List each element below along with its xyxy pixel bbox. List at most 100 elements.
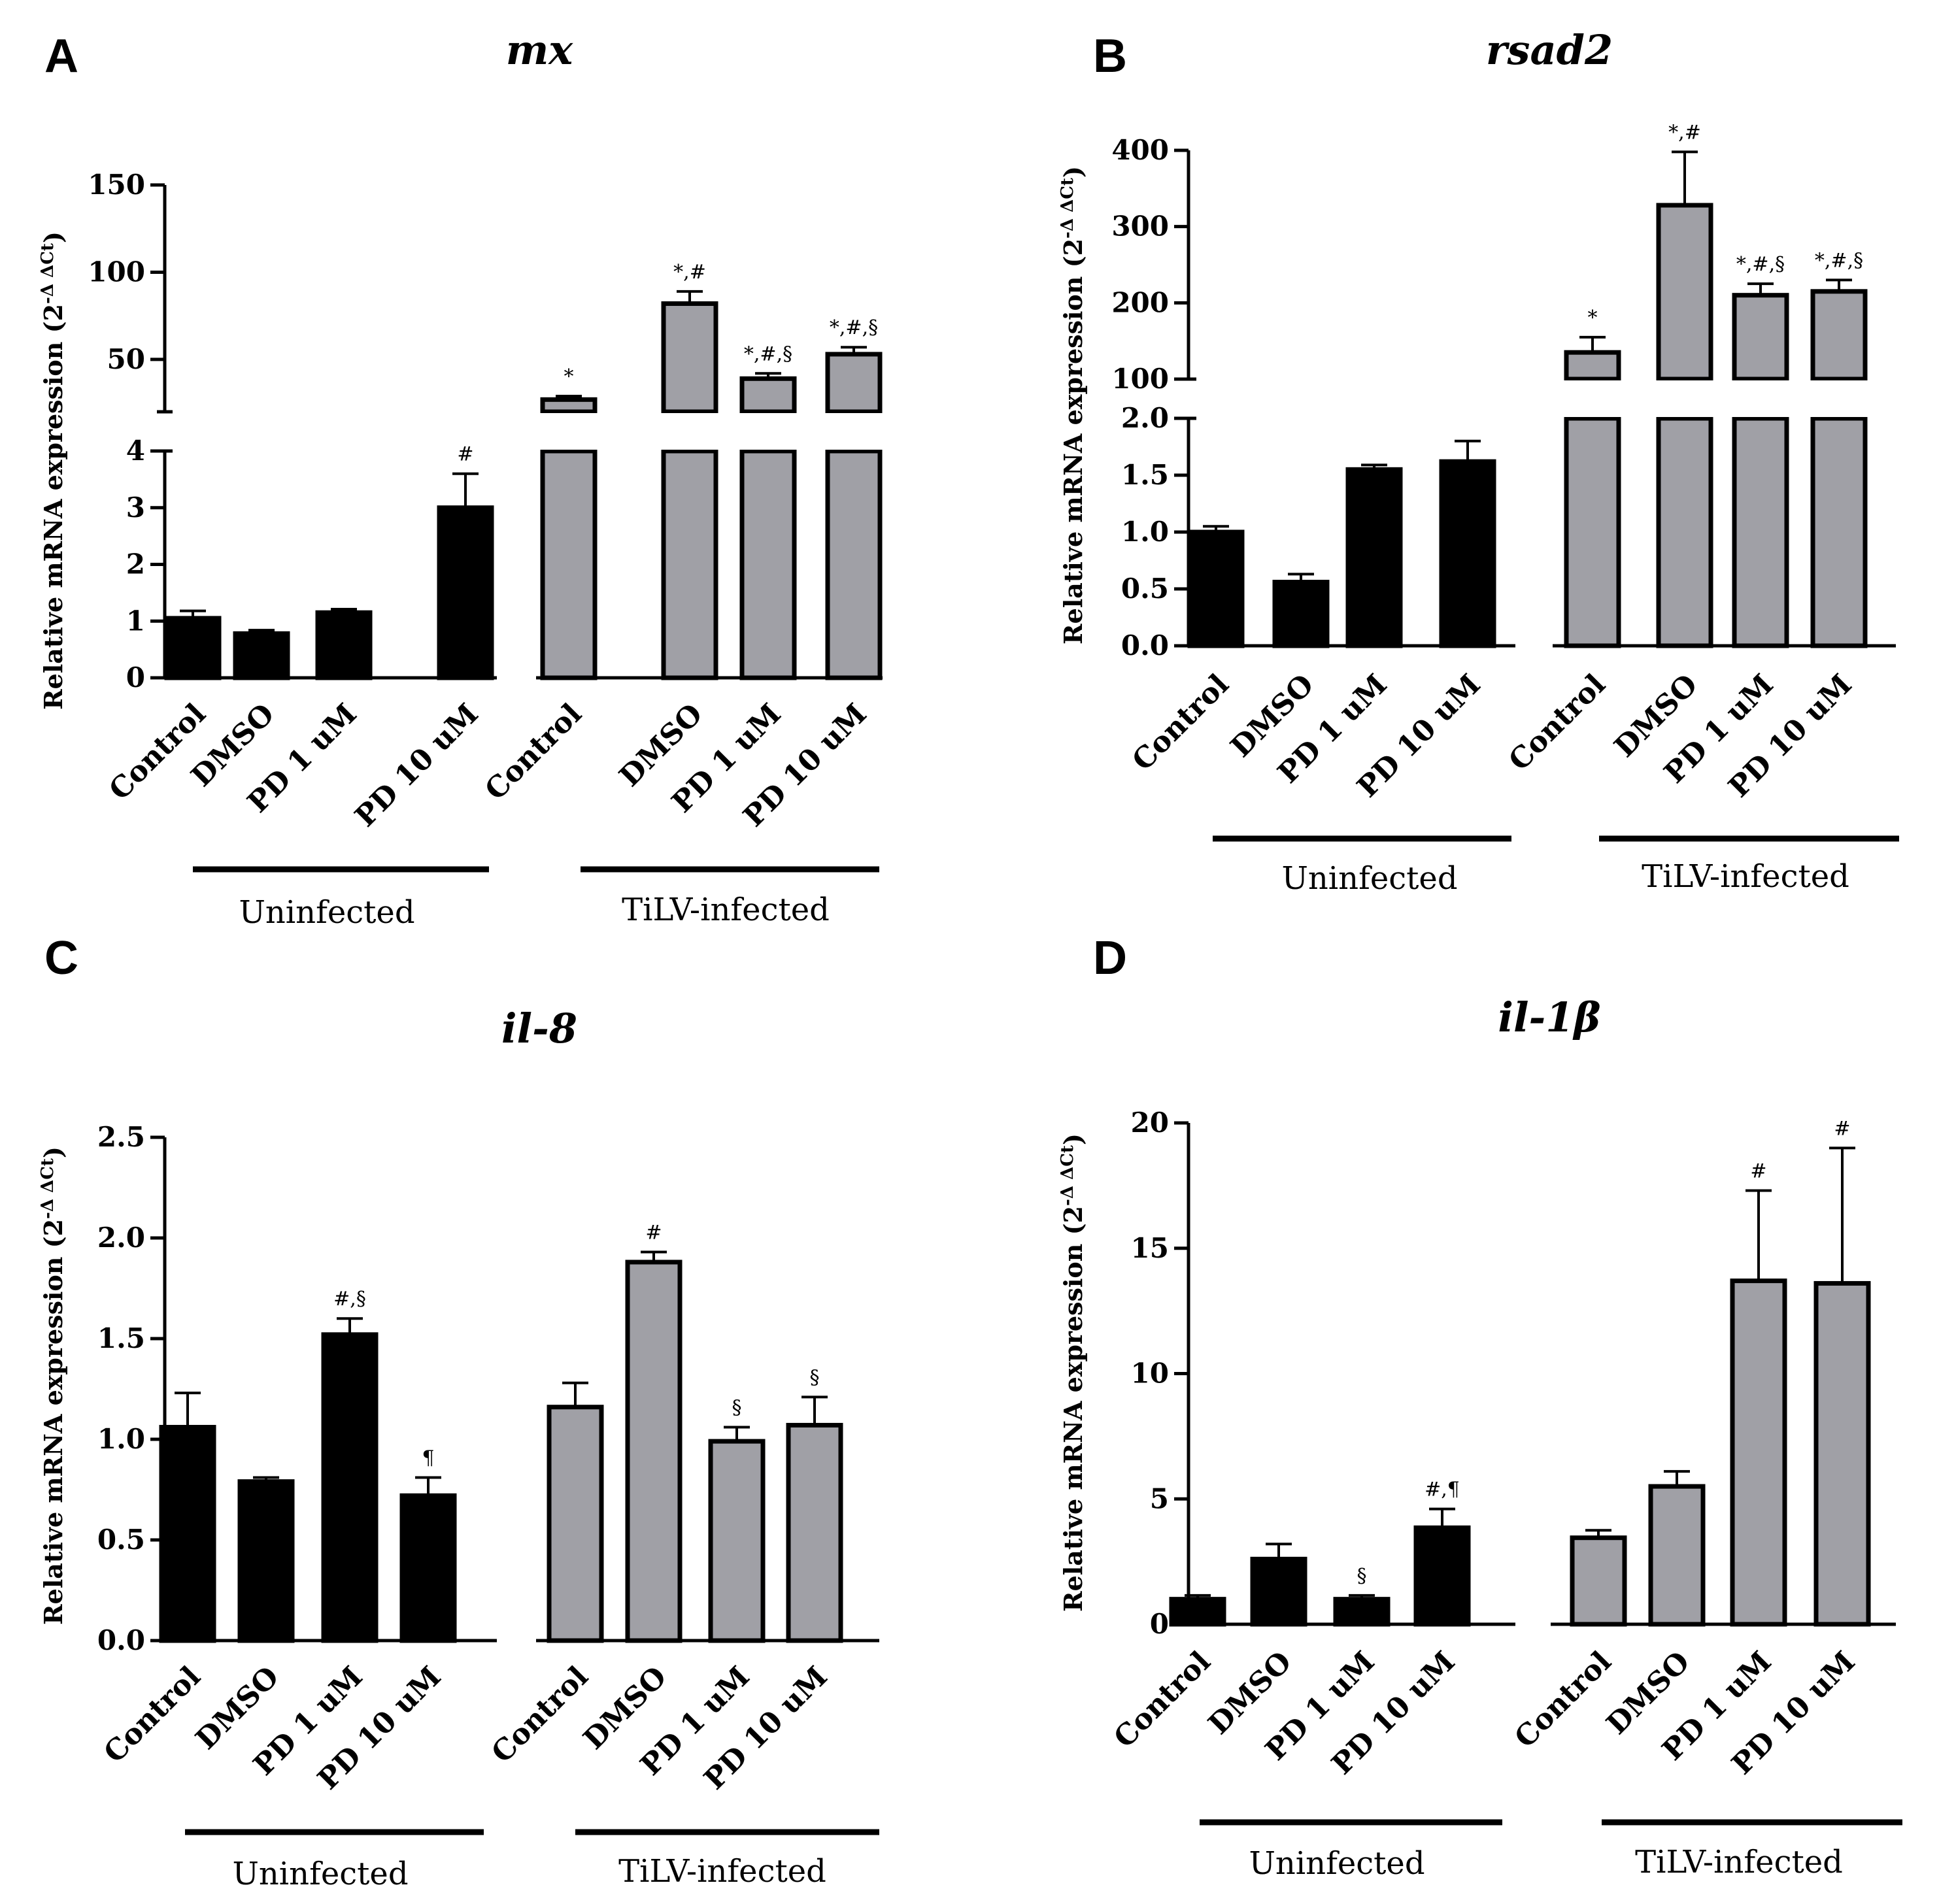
bar [1250,1556,1307,1627]
y-axis: 0.0 0.5 1.0 1.5 2.0 2.5 [97,1121,167,1656]
significance-label: § [810,1366,820,1389]
bar-break-gap [1562,380,1623,417]
y-tick-label: 2 [126,548,145,580]
bar [540,397,598,414]
y-axis: 0.0 0.5 1.0 1.5 2.0 100 200 300 400 [1111,134,1196,661]
y-tick-label: 1.0 [97,1423,145,1455]
significance-label: *,#,§ [830,316,878,339]
significance-label: *,#,§ [1736,253,1785,276]
bar [661,301,718,414]
bar [315,610,373,680]
x-tick-label: Control [1126,668,1236,778]
y-tick-label: 0.5 [97,1524,145,1556]
bar [1810,289,1868,382]
y-tick-label: 100 [88,256,145,288]
y-tick-label: 1.0 [1121,516,1169,548]
bar [399,1493,457,1643]
x-tick-label: Control [479,697,588,807]
bar [547,1405,604,1643]
panel-letter: C [44,932,78,984]
bar [237,1479,295,1643]
y-tick-label: 0.0 [1121,629,1169,661]
y-tick-label: 100 [1111,363,1169,395]
y-tick-label: 300 [1111,210,1169,242]
bar [708,1439,766,1643]
group-label: Uninfected [232,1856,408,1892]
x-tick-label: PD 10 uM [348,697,484,833]
bar [786,1422,843,1643]
x-tick-label: Control [1107,1645,1217,1755]
y-tick-label: 5 [1150,1482,1169,1514]
y-tick-label: 2.0 [97,1222,145,1254]
significance-label: # [1750,1160,1766,1183]
x-tick-label: Control [103,697,212,807]
y-axis-label: Relative mRNA expression (2-Δ ΔCt) [38,231,68,710]
x-tick-label: Control [1508,1645,1618,1755]
y-tick-label: 1.5 [97,1322,145,1354]
bar [437,505,494,680]
bar [739,448,797,680]
bar [1732,293,1789,382]
y-tick-label: 150 [88,169,145,201]
y-tick-label: 15 [1131,1232,1169,1264]
chart-title: il-1β [1498,994,1600,1041]
bar [1732,416,1789,648]
bar-break-gap [1730,380,1791,417]
panel-D: Dil-1β Relative mRNA expression (2-Δ ΔCt)… [1058,932,1902,1882]
y-tick-label: 1.5 [1121,459,1169,491]
chart-title: rsad2 [1486,26,1613,74]
group-label: Uninfected [239,894,414,931]
bar-break-gap [660,413,720,450]
x-tick-label: Control [1502,668,1612,778]
bar-break-gap [1655,380,1715,417]
chart-title: mx [506,26,574,74]
bar [1648,1484,1706,1627]
bar [164,616,222,680]
significance-label: § [1357,1565,1367,1588]
significance-label: *,# [673,261,706,284]
bar [1810,416,1868,648]
significance-label: #,§ [333,1288,366,1311]
bar [739,376,797,414]
bar [233,631,290,680]
bar [1656,203,1713,382]
bar [1656,416,1713,648]
bar [1439,459,1496,648]
significance-label: *,#,§ [744,342,792,365]
y-tick-label: 2.5 [97,1121,145,1153]
group-label: TiLV-infected [1642,858,1849,895]
x-tick-label: Control [97,1660,207,1770]
bar [1570,1535,1627,1627]
significance-label: *,# [1668,121,1701,144]
panel-letter: A [44,30,78,82]
significance-label: *,#,§ [1815,249,1863,272]
panel-C: Cil-8 Relative mRNA expression (2-Δ ΔCt) 0… [38,932,879,1892]
y-tick-label: 3 [126,492,145,524]
bar [1564,416,1621,648]
significance-label: # [457,443,473,466]
x-tick-label: Control [485,1660,595,1770]
significance-label: * [1588,307,1598,329]
y-axis-label: Relative mRNA expression (2-Δ ΔCt) [1058,1133,1088,1612]
y-tick-label: 0 [1150,1608,1169,1640]
significance-label: #,¶ [1425,1478,1460,1501]
y-tick-label: 50 [107,343,145,375]
significance-label: # [645,1222,662,1244]
bar [1333,1597,1391,1627]
group-label: TiLV-infected [618,1853,826,1890]
group-label: Uninfected [1281,860,1457,897]
bar [1564,350,1621,382]
bar [1169,1597,1226,1627]
bar-break-gap [1809,380,1869,417]
y-tick-label: 1 [126,605,145,637]
y-axis-label: Relative mRNA expression (2-Δ ΔCt) [38,1146,68,1625]
y-tick-label: 10 [1131,1358,1169,1390]
bar [1187,529,1245,648]
y-tick-label: 400 [1111,134,1169,166]
bar [159,1425,216,1643]
bar [540,448,598,680]
bar [1813,1280,1871,1627]
